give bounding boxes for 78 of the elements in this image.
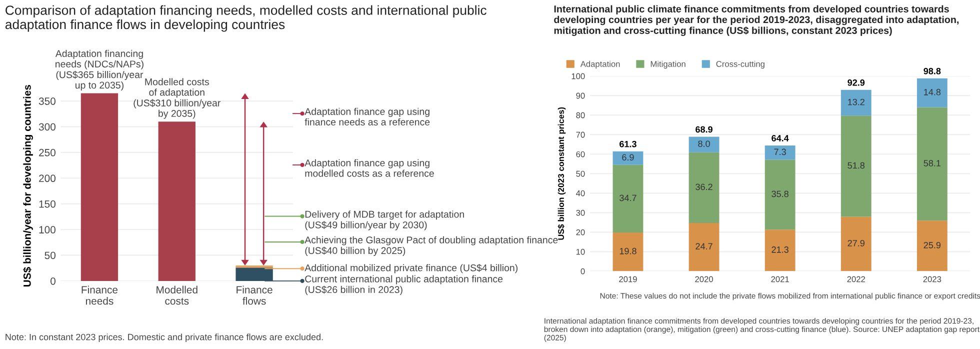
data-label: 51.8 (848, 162, 865, 169)
y-tick-label: 150 (39, 200, 56, 208)
y-axis-title: US$ billion/year for developing countries (23, 84, 33, 287)
y-tick-label: 90 (576, 92, 585, 99)
y-tick-label: 80 (576, 112, 585, 118)
y-tick-label: 70 (576, 132, 585, 138)
text: Note: In constant 2023 prices. Domestic and private finance flows are excluded. (6, 334, 323, 342)
bar (916, 220, 948, 272)
x-tick-label: Finance needs (82, 286, 118, 305)
y-tick-label: 50 (44, 252, 56, 260)
legend-label: Mitigation (650, 60, 686, 69)
data-label: 19.8 (620, 248, 636, 254)
data-label: 6.9 (622, 154, 634, 161)
y-tick-label: 60 (576, 151, 585, 158)
data-label: 36.2 (696, 184, 712, 190)
legend-label: Cross-cutting (716, 60, 764, 69)
data-label: 8.0 (698, 140, 710, 147)
data-label: 14.8 (924, 88, 941, 96)
data-label: 24.7 (696, 243, 712, 250)
bar (612, 164, 644, 233)
text: Delivery of MDB target for adaptation (US$49 billion/year by 2030) (305, 210, 464, 230)
y-tick-label: 20 (576, 229, 585, 236)
y-axis-title: US$ billion (2023 constant prices) (558, 107, 566, 240)
bar (764, 146, 796, 160)
y-tick-label: 300 (38, 123, 56, 131)
bar (764, 160, 796, 230)
data-label: 58.1 (924, 160, 941, 166)
bar (840, 216, 872, 272)
total-label: 92.9 (848, 79, 865, 86)
bar (916, 78, 948, 108)
bar (612, 151, 644, 165)
chart-title: International public climate finance commitments from developed countries towards developing countries per year for the period 2019-2023, disaggregated into adaptation, mitigation and cross-cutting finance (US$ billions, constant 2023 prices) (554, 5, 959, 36)
chart-title: Comparison of adaptation financing needs, modelled costs and international public adaptation finance flows in developing countries (5, 5, 486, 32)
x-tick-label: 2023 (923, 276, 942, 282)
y-tick-label: 40 (576, 190, 585, 196)
total-label: 98.8 (924, 68, 941, 74)
text: Achieving the Glasgow Pact of doubling adaptation finance (US$40 billion by 2025) (304, 236, 558, 256)
y-tick-label: 30 (576, 210, 585, 216)
bar (688, 136, 720, 152)
x-tick-label: 2022 (847, 276, 865, 282)
text: Current international public adaptation finance (US$26 billion in 2023) (305, 275, 503, 295)
y-tick-label: 0 (580, 268, 585, 274)
y-tick-label: 250 (39, 148, 56, 156)
bar (612, 232, 644, 272)
bar (840, 116, 872, 217)
bar (916, 107, 948, 221)
text: Additional mobilized private finance (US$4 billion) (304, 264, 518, 274)
bar (688, 222, 720, 272)
data-label: 7.3 (774, 148, 786, 156)
y-tick-label: 100 (572, 73, 585, 80)
total-label: 68.9 (696, 126, 712, 133)
total-label: 64.4 (772, 135, 789, 142)
data-label: 13.2 (848, 98, 864, 106)
data-label: 27.9 (848, 240, 864, 246)
x-tick-label: Modelled costs (156, 286, 198, 305)
y-tick-label: 50 (576, 170, 585, 177)
data-label: 25.9 (924, 242, 941, 248)
bar (840, 90, 872, 116)
x-tick-label: 2021 (771, 276, 789, 282)
y-tick-label: 0 (50, 277, 56, 285)
y-tick-label: 10 (576, 248, 585, 255)
y-tick-label: 350 (38, 98, 56, 105)
data-label: 34.7 (620, 194, 636, 202)
text: Adaptation finance gap using modelled costs as a reference (304, 159, 434, 177)
y-tick-label: 100 (39, 226, 56, 234)
data-label: 35.8 (772, 190, 788, 198)
x-tick-label: 2019 (619, 276, 637, 282)
data-label: 21.3 (772, 246, 788, 253)
total-label: 61.3 (620, 140, 636, 148)
bar (688, 152, 720, 223)
y-tick-label: 200 (39, 174, 56, 182)
bar (80, 93, 118, 281)
text: Adaptation finance gap using finance needs as a reference (304, 108, 430, 126)
legend-label: Adaptation (580, 60, 620, 69)
x-tick-label: Finance flows (236, 286, 272, 305)
bar (158, 122, 196, 281)
x-tick-label: 2020 (695, 276, 713, 282)
bar (764, 230, 796, 272)
